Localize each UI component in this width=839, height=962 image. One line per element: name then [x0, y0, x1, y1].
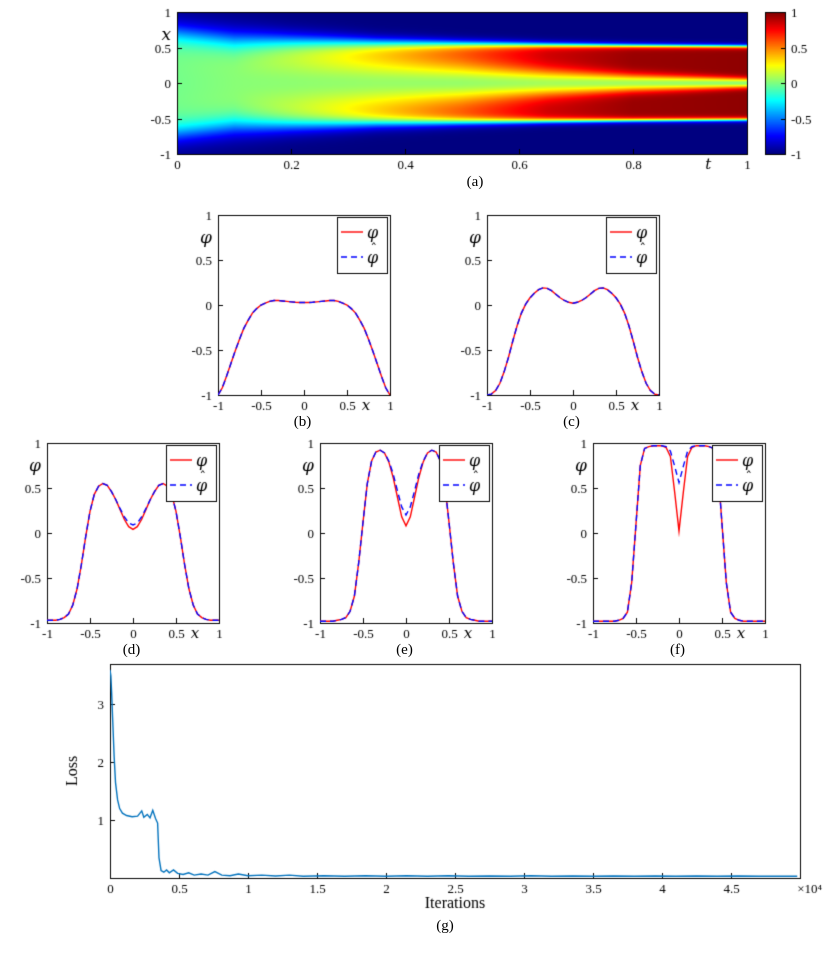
profile-plot-e [282, 435, 527, 645]
caption-e: (e) [396, 642, 413, 658]
profile-plot-b [180, 207, 425, 417]
profile-plot-f [555, 435, 800, 645]
caption-f: (f) [670, 642, 685, 658]
profile-plot-c [449, 207, 694, 417]
profile-plot-d [9, 435, 254, 645]
caption-c: (c) [563, 414, 580, 430]
caption-b: (b) [293, 414, 312, 430]
phase-field-heatmap-panel [125, 2, 825, 174]
caption-g: (g) [436, 918, 454, 934]
loss-curve-panel [55, 652, 835, 914]
caption-a: (a) [466, 174, 484, 190]
caption-d: (d) [122, 642, 141, 658]
